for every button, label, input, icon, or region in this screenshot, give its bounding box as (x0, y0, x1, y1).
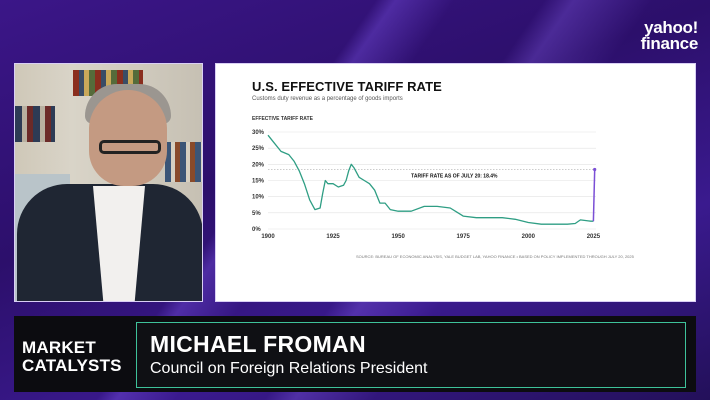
x-tick-label: 1925 (326, 234, 340, 240)
series-end-point (593, 167, 597, 172)
chart-panel (215, 63, 696, 302)
chart-y-axis-label: EFFECTIVE TARIFF RATE (252, 116, 313, 122)
guest-glasses (99, 140, 161, 154)
series-jump-2025 (592, 169, 596, 222)
x-tick-label: 1950 (391, 234, 405, 240)
tariff-rate-chart: 30% 25% 20% 15% 10% 5% 0%1900 1925 1950 1975 2000 2… (252, 130, 601, 240)
yahoo-finance-logo: yahoo! finance (612, 18, 699, 53)
y-tick-label: 10% (252, 195, 265, 201)
guest-title: Council on Foreign Relations President (150, 360, 428, 377)
guest-name-box (136, 322, 686, 388)
chart-source-note: SOURCE: BUREAU OF ECONOMIC ANALYSIS, YAL… (356, 254, 634, 259)
guest-face (89, 90, 167, 186)
books-row-right (165, 142, 202, 182)
show-name-line-2: CATALYSTS (22, 356, 122, 375)
annotation-label: TARIFF RATE AS OF JULY 20: 18.4% (411, 174, 498, 180)
guest-video-feed (14, 63, 203, 302)
books-row-left (15, 106, 55, 142)
logo-line-1: yahoo! (644, 18, 698, 37)
y-tick-label: 30% (252, 130, 265, 136)
x-tick-label: 2025 (587, 234, 601, 240)
y-tick-label: 0% (252, 227, 261, 233)
show-name-line-1: MARKET (22, 338, 96, 357)
y-tick-label: 25% (252, 146, 265, 152)
y-tick-label: 20% (252, 162, 265, 168)
y-tick-label: 5% (252, 211, 261, 217)
series-line (267, 134, 594, 225)
logo-line-2: finance (640, 34, 699, 53)
x-tick-label: 1975 (457, 234, 471, 240)
show-name: MARKET CATALYSTS (22, 339, 134, 375)
y-tick-label: 15% (252, 179, 265, 185)
x-tick-label: 2000 (522, 234, 536, 240)
guest-name: MICHAEL FROMAN (150, 331, 366, 357)
x-tick-label: 1900 (261, 234, 275, 240)
chart-subtitle: Customs duty revenue as a percentage of … (252, 96, 403, 102)
guest-shirt (93, 186, 145, 301)
chart-title: U.S. EFFECTIVE TARIFF RATE (252, 79, 442, 94)
